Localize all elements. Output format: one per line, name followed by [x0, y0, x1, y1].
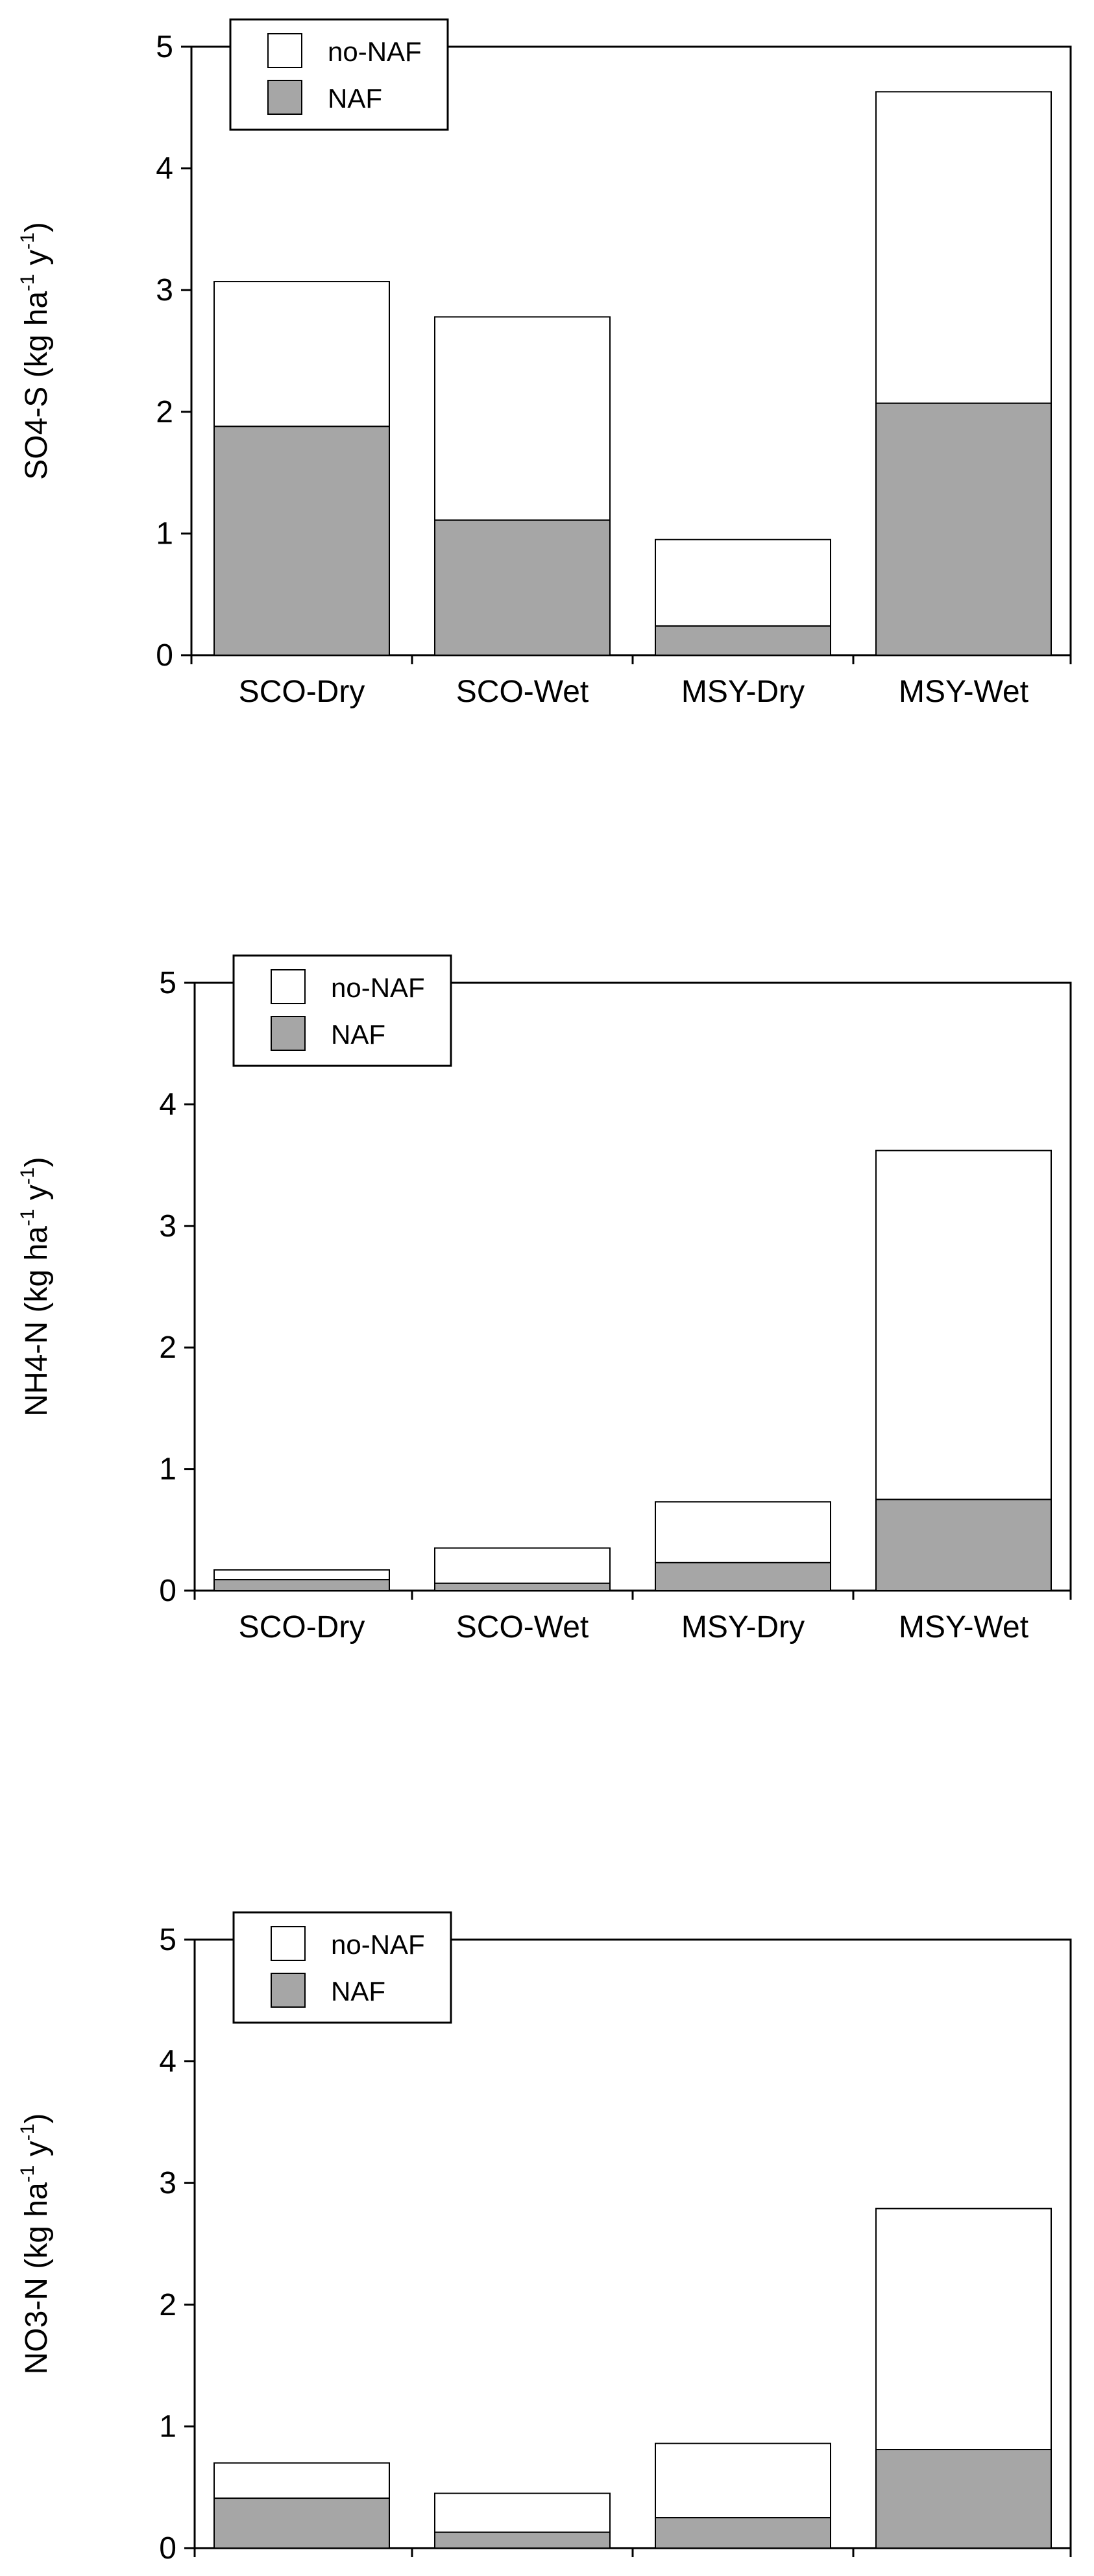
- bar-nonaf-sco-wet: [434, 1547, 611, 1584]
- y-axis-label-part: y: [19, 2141, 54, 2165]
- x-category-label: SCO-Dry: [239, 1610, 365, 1644]
- legend-swatch-naf: [271, 1973, 306, 2008]
- y-tick-label: 3: [159, 1209, 176, 1244]
- bar-naf-sco-wet: [434, 2531, 611, 2549]
- y-axis-label-part: (kg ha: [19, 2182, 54, 2269]
- bar-naf-sco-dry: [213, 2498, 390, 2549]
- y-tick-label: 4: [159, 2045, 176, 2079]
- legend-swatch-no-naf: [271, 1926, 306, 1961]
- bar-naf-msy-wet: [875, 1499, 1052, 1591]
- legend-label: NAF: [331, 1976, 385, 2006]
- legend: no-NAF NAF: [229, 18, 449, 131]
- bar-naf-sco-dry: [213, 426, 390, 656]
- bar-naf-msy-wet: [875, 2449, 1052, 2549]
- x-category-label: MSY-Wet: [899, 675, 1028, 709]
- x-category-label: MSY-Dry: [681, 675, 805, 709]
- legend-label: no-NAF: [331, 1929, 425, 1960]
- y-tick-label: 3: [159, 2166, 176, 2200]
- y-axis-label-part: y: [19, 1185, 54, 1209]
- bar-naf-msy-dry: [655, 625, 831, 656]
- y-axis-label: SO4-S (kg ha-1 y-1): [17, 222, 54, 480]
- y-axis-label: NH4-N (kg ha-1 y-1): [17, 1157, 54, 1416]
- y-tick-label: 0: [159, 1574, 176, 1608]
- y-axis-label-part: y: [19, 250, 54, 274]
- y-axis-label-part: ): [19, 2113, 54, 2124]
- legend: no-NAF NAF: [232, 954, 452, 1067]
- legend-label: NAF: [328, 83, 382, 114]
- x-category-label: MSY-Dry: [681, 2568, 805, 2573]
- bar-naf-sco-wet: [434, 1582, 611, 1592]
- bar-nonaf-sco-dry: [213, 281, 390, 427]
- y-tick-label: 0: [156, 638, 173, 673]
- legend-swatch-naf: [271, 1016, 306, 1051]
- legend-swatch-naf: [267, 80, 302, 115]
- y-axis-label-superscript: -1: [17, 2124, 38, 2141]
- y-tick-label: 2: [159, 1330, 176, 1365]
- y-tick-label: 1: [159, 1452, 176, 1487]
- x-category-label: MSY-Wet: [899, 2568, 1028, 2573]
- y-axis-label-part: ): [19, 222, 54, 232]
- legend-label: no-NAF: [328, 36, 422, 67]
- y-axis-label-part: ): [19, 1157, 54, 1167]
- legend-swatch-no-naf: [271, 969, 306, 1004]
- legend-box: [232, 954, 452, 1067]
- y-axis-label-part: (kg ha: [19, 291, 54, 378]
- y-tick-label: 5: [159, 966, 176, 1000]
- bar-nonaf-msy-dry: [655, 2442, 831, 2519]
- legend-swatch-no-naf: [267, 33, 302, 68]
- y-tick-label: 1: [156, 516, 173, 551]
- bar-nonaf-sco-wet: [434, 2492, 611, 2533]
- y-axis-label-part: SO4-S: [19, 378, 54, 479]
- bar-nonaf-msy-dry: [655, 538, 831, 627]
- bar-naf-msy-dry: [655, 1561, 831, 1591]
- x-category-label: SCO-Dry: [239, 2568, 365, 2573]
- y-axis-label-superscript: -1: [17, 274, 38, 291]
- y-tick-label: 4: [156, 152, 173, 186]
- bar-nonaf-msy-wet: [875, 2208, 1052, 2451]
- bar-naf-msy-dry: [655, 2517, 831, 2549]
- legend-label: no-NAF: [331, 972, 425, 1003]
- x-category-label: SCO-Wet: [456, 675, 589, 709]
- bar-naf-sco-wet: [434, 519, 611, 656]
- x-category-label: MSY-Wet: [899, 1610, 1028, 1644]
- y-tick-label: 5: [156, 30, 173, 64]
- chart-panel-1: 0 1 2 3 4 5 SCO-Dry SCO-Wet MSY-Dry MSY-Wet no-NAF…: [17, 18, 1072, 709]
- y-axis-label-part: NO3-N: [19, 2269, 54, 2375]
- y-tick-label: 3: [156, 273, 173, 307]
- y-axis-label: NO3-N (kg ha-1 y-1): [17, 2113, 54, 2375]
- plot-frame: [190, 45, 1072, 656]
- legend: no-NAF NAF: [232, 1911, 452, 2024]
- y-tick-label: 0: [159, 2531, 176, 2566]
- y-tick-label: 2: [159, 2288, 176, 2322]
- bar-nonaf-sco-wet: [434, 316, 611, 521]
- bar-nonaf-msy-wet: [875, 1150, 1052, 1500]
- bar-naf-sco-dry: [213, 1579, 390, 1592]
- y-tick-label: 4: [159, 1087, 176, 1122]
- y-axis-label-superscript: -1: [17, 1167, 38, 1185]
- chart-panel-3: 0 1 2 3 4 5 SCO-Dry SCO-Wet MSY-Dry MSY-Wet no-NAF…: [17, 1911, 1072, 2576]
- y-axis-label-part: NH4-N: [19, 1313, 54, 1417]
- x-category-label: SCO-Wet: [456, 1610, 589, 1644]
- y-axis-label-part: (kg ha: [19, 1226, 54, 1313]
- y-axis-label-superscript: -1: [17, 1209, 38, 1226]
- bar-naf-msy-wet: [875, 402, 1052, 656]
- legend-box: [232, 1911, 452, 2024]
- bar-nonaf-sco-dry: [213, 1569, 390, 1581]
- y-axis-label-superscript: -1: [17, 2165, 38, 2183]
- legend-label: NAF: [331, 1019, 385, 1050]
- y-tick-label: 1: [159, 2409, 176, 2444]
- legend-box: [229, 18, 449, 131]
- y-tick-label: 5: [159, 1923, 176, 1957]
- x-category-label: MSY-Dry: [681, 1610, 805, 1644]
- bar-nonaf-sco-dry: [213, 2462, 390, 2499]
- y-axis-label-superscript: -1: [17, 232, 38, 250]
- y-tick-label: 2: [156, 395, 173, 429]
- x-category-label: SCO-Wet: [456, 2568, 589, 2573]
- x-category-label: SCO-Dry: [239, 675, 365, 709]
- chart-panel-2: 0 1 2 3 4 5 SCO-Dry SCO-Wet MSY-Dry MSY-Wet no-NAF…: [17, 954, 1072, 1644]
- bar-nonaf-msy-wet: [875, 91, 1052, 404]
- bar-nonaf-msy-dry: [655, 1501, 831, 1563]
